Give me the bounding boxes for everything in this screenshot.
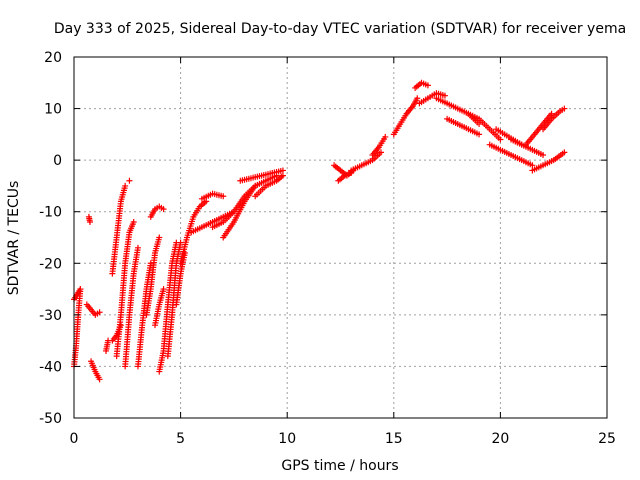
data-point [561, 149, 568, 156]
data-point [529, 162, 536, 169]
data-point [497, 136, 504, 143]
data-point [279, 167, 286, 174]
data-point [378, 149, 385, 156]
x-tick-label: 10 [278, 431, 296, 447]
data-point [130, 219, 137, 226]
data-point [476, 121, 483, 128]
data-point [160, 206, 167, 213]
x-tick-label: 20 [491, 431, 509, 447]
data-points [71, 79, 568, 383]
data-point [382, 133, 389, 140]
data-point [540, 151, 547, 158]
data-point [548, 110, 555, 117]
axis-ticks: 0 5 10 15 20 25 -50 -40 -30 -20 -10 0 10 20 [39, 50, 616, 447]
grid [74, 57, 607, 418]
data-point [279, 172, 286, 179]
y-tick-label: -40 [39, 359, 62, 375]
data-point [561, 105, 568, 112]
data-point [476, 131, 483, 138]
x-tick-label: 25 [598, 431, 616, 447]
data-point [96, 309, 103, 316]
plot-frame [73, 56, 608, 419]
x-tick-label: 5 [176, 431, 185, 447]
y-tick-label: 10 [44, 102, 62, 118]
y-tick-label: -50 [39, 411, 62, 427]
x-axis-label: GPS time / hours [281, 458, 398, 474]
data-point [126, 177, 133, 184]
data-point [77, 286, 84, 293]
y-tick-label: -20 [39, 256, 62, 272]
data-point [177, 239, 184, 246]
y-tick-label: -30 [39, 308, 62, 324]
data-point [424, 82, 431, 89]
y-tick-label: -10 [39, 205, 62, 221]
x-tick-label: 15 [385, 431, 403, 447]
data-point [160, 286, 167, 293]
data-point [96, 376, 103, 383]
data-point [134, 244, 141, 251]
data-point [220, 193, 227, 200]
data-point [441, 92, 448, 99]
data-point [122, 182, 129, 189]
data-point [86, 219, 93, 226]
data-point [414, 95, 421, 102]
y-tick-label: 20 [44, 50, 62, 66]
y-tick-label: 0 [53, 153, 62, 169]
chart-title: Day 333 of 2025, Sidereal Day-to-day VTE… [54, 21, 626, 37]
y-axis-label: SDTVAR / TECUs [6, 181, 22, 296]
x-tick-label: 0 [70, 431, 79, 447]
data-point [156, 234, 163, 241]
